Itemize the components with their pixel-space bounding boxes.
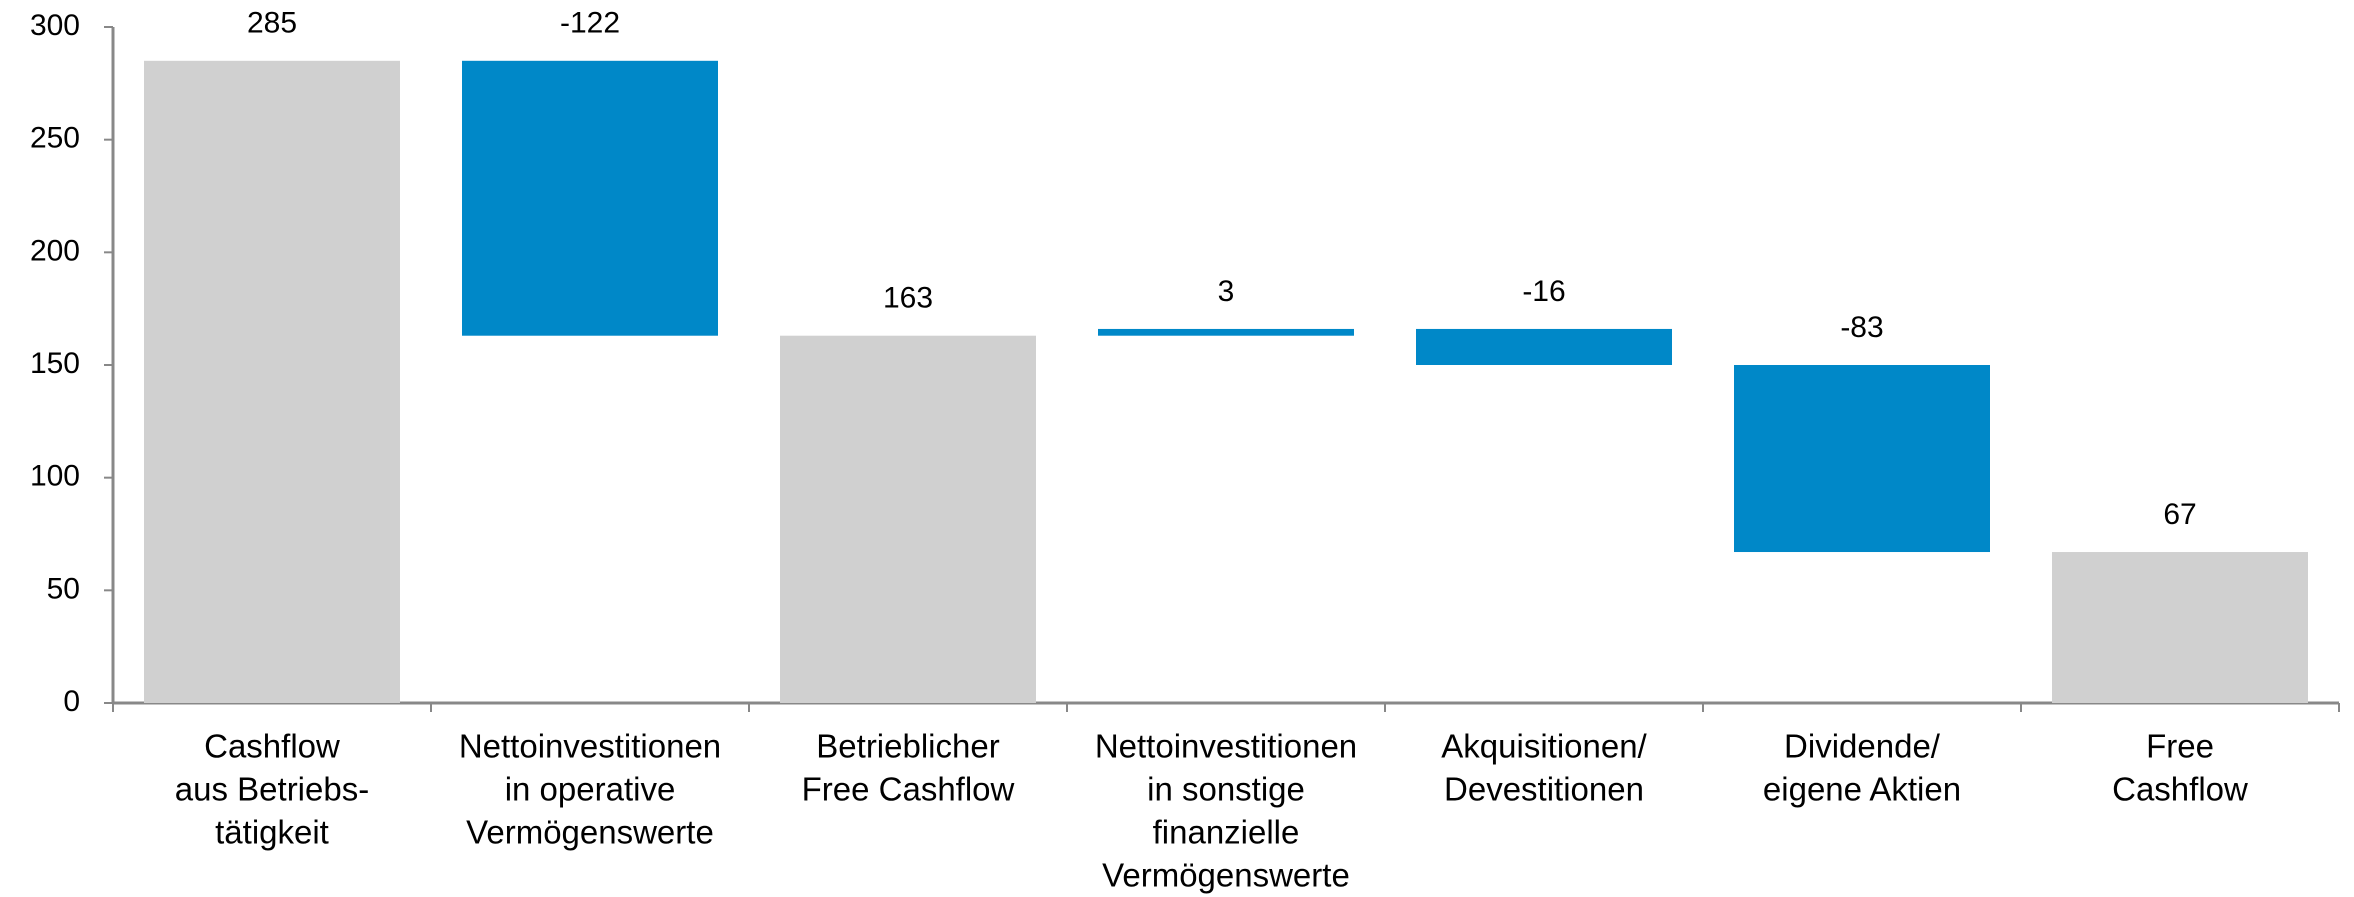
data-label: 3	[1218, 275, 1235, 308]
x-tick-label: finanzielle	[1153, 814, 1300, 851]
x-tick-label: in operative	[505, 771, 676, 808]
data-label: 67	[2163, 498, 2196, 531]
y-tick-label: 100	[30, 460, 80, 493]
y-tick-label: 300	[30, 9, 80, 42]
bar	[1098, 328, 1354, 336]
bar	[144, 60, 400, 704]
data-label: 285	[247, 7, 297, 40]
bar	[462, 60, 718, 336]
x-tick-label: Cashflow	[204, 728, 340, 765]
x-tick-label: eigene Aktien	[1763, 771, 1961, 808]
bar	[780, 335, 1036, 703]
y-tick-label: 250	[30, 122, 80, 155]
x-tick-label: Dividende/	[1784, 728, 1941, 765]
bar	[1416, 328, 1672, 365]
y-tick-label: 0	[63, 685, 80, 718]
x-tick-label: Nettoinvestitionen	[459, 728, 721, 765]
x-tick-label: aus Betriebs-	[175, 771, 369, 808]
y-tick-label: 200	[30, 234, 80, 267]
x-tick-label: Free Cashflow	[802, 771, 1015, 808]
x-tick-label: Devestitionen	[1444, 771, 1644, 808]
x-tick-label: tätigkeit	[215, 814, 329, 851]
bar	[1734, 365, 1990, 553]
x-tick-label: Betrieblicher	[816, 728, 999, 765]
data-label: -83	[1840, 311, 1883, 344]
y-tick-label: 50	[47, 572, 80, 605]
x-tick-label: in sonstige	[1147, 771, 1305, 808]
data-label: 163	[883, 282, 933, 315]
x-tick-label: Cashflow	[2112, 771, 2248, 808]
y-tick-label: 150	[30, 347, 80, 380]
data-label: -16	[1522, 275, 1565, 308]
data-label: -122	[560, 7, 620, 40]
x-tick-label: Vermögenswerte	[466, 814, 714, 851]
x-tick-label: Vermögenswerte	[1102, 857, 1350, 894]
bar	[2052, 552, 2308, 703]
x-tick-label: Akquisitionen/	[1441, 728, 1647, 765]
x-tick-label: Free	[2146, 728, 2214, 765]
x-tick-label: Nettoinvestitionen	[1095, 728, 1357, 765]
